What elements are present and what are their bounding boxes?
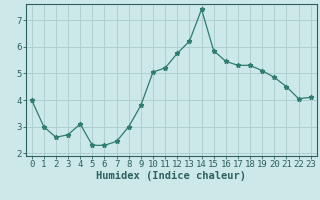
X-axis label: Humidex (Indice chaleur): Humidex (Indice chaleur) <box>96 171 246 181</box>
